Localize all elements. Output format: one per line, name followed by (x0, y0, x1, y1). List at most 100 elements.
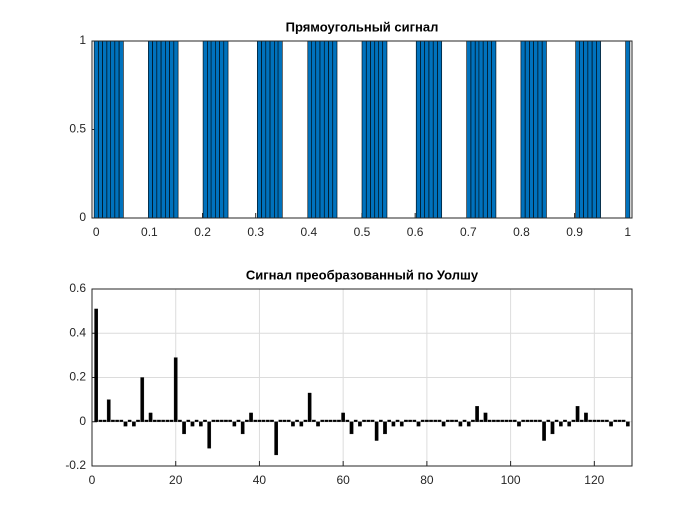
bar (203, 419, 207, 422)
bar (332, 40, 338, 219)
chart-title: Прямоугольный сигнал (286, 19, 439, 34)
bar (412, 419, 417, 422)
bar (169, 419, 174, 422)
bar (291, 421, 295, 427)
bar (362, 419, 366, 422)
bar (458, 421, 463, 427)
bar (483, 412, 488, 422)
axes-box (91, 40, 633, 219)
bar (169, 40, 175, 219)
bar (152, 419, 157, 422)
bar (156, 40, 162, 219)
bar (278, 419, 283, 422)
bar (600, 419, 605, 422)
bar (123, 421, 128, 427)
bar (504, 419, 509, 422)
bar (194, 419, 199, 422)
bar (404, 419, 408, 422)
bar (274, 421, 279, 456)
x-tick-label: 0.3 (247, 225, 264, 239)
y-tick-label: 0 (79, 210, 86, 224)
bar (370, 419, 375, 422)
bar (579, 40, 584, 219)
bar (161, 419, 165, 422)
bar (408, 419, 412, 422)
bar (533, 419, 538, 422)
bar (391, 421, 396, 427)
bar (550, 421, 555, 435)
bar (207, 421, 212, 449)
bar (617, 419, 622, 422)
bar (148, 412, 153, 422)
bar (215, 419, 220, 422)
x-tick-label: 0.1 (141, 225, 158, 239)
bar (98, 419, 103, 422)
bar (210, 40, 216, 219)
bar (303, 419, 308, 422)
bar (202, 40, 208, 219)
bar (136, 419, 140, 422)
bar (537, 40, 543, 219)
bar (584, 412, 588, 422)
x-tick-label: 0.5 (354, 225, 371, 239)
bar (378, 40, 384, 219)
chart-title: Сигнал преобразованный по Уолшу (246, 267, 479, 282)
bar (450, 419, 454, 422)
bar (517, 421, 521, 427)
bar (533, 40, 539, 219)
x-tick-label: 0.7 (460, 225, 477, 239)
bar (337, 419, 341, 422)
bar (94, 308, 99, 422)
bar (512, 419, 517, 422)
bar (425, 419, 429, 422)
bar (140, 377, 145, 422)
bar (625, 421, 630, 427)
bar (265, 419, 270, 422)
bar (420, 419, 425, 422)
bar (265, 40, 271, 219)
bar (211, 419, 216, 422)
bar (625, 40, 631, 219)
bar (199, 421, 203, 427)
bar (315, 40, 321, 219)
bar (583, 40, 589, 219)
bar (579, 419, 584, 422)
bar (491, 40, 497, 219)
bar (118, 40, 124, 219)
bar (106, 399, 111, 422)
bar (382, 40, 388, 219)
bar (482, 40, 488, 219)
x-tick-label: 0.6 (407, 225, 424, 239)
bar (110, 40, 116, 219)
bar (353, 419, 358, 422)
bar (269, 40, 275, 219)
bar (433, 419, 438, 422)
bar (470, 40, 476, 219)
bar (157, 419, 161, 422)
bar (144, 419, 149, 422)
bar (466, 40, 472, 219)
bar (424, 40, 430, 219)
bar (554, 419, 559, 422)
bar (415, 40, 421, 219)
bar (525, 419, 530, 422)
bar (420, 40, 426, 219)
bar (119, 419, 124, 422)
bar (316, 421, 320, 427)
y-tick-label: -0.2 (65, 458, 86, 472)
bar (219, 419, 224, 422)
bar (282, 419, 287, 422)
x-tick-label: 20 (169, 473, 183, 487)
bar (132, 421, 136, 427)
bar (249, 412, 253, 422)
bar (127, 419, 132, 422)
bar (319, 40, 325, 219)
bar (215, 40, 220, 219)
bar (416, 421, 421, 427)
x-tick-label: 100 (501, 473, 521, 487)
bar (228, 419, 232, 422)
x-tick-label: 0 (93, 225, 100, 239)
x-tick-label: 0 (89, 473, 96, 487)
bar (366, 419, 371, 422)
